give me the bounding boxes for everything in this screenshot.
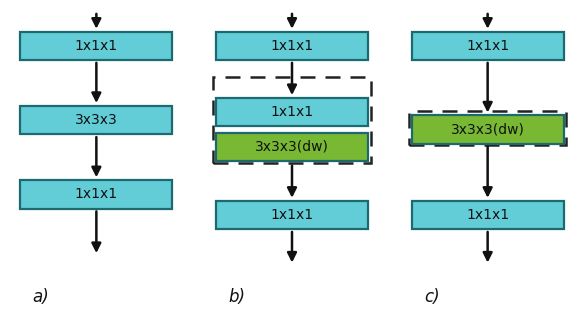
Text: c): c) [425,288,440,306]
Text: 3x3x3: 3x3x3 [75,113,118,127]
Bar [20,32,172,60]
Bar [216,201,368,229]
Text: 1x1x1: 1x1x1 [466,208,509,222]
Text: 1x1x1: 1x1x1 [270,208,314,222]
Text: 1x1x1: 1x1x1 [270,105,314,119]
Bar [213,77,371,163]
Text: 1x1x1: 1x1x1 [75,187,118,201]
Text: 1x1x1: 1x1x1 [75,39,118,53]
Text: 3x3x3(dw): 3x3x3(dw) [255,140,329,154]
Bar [409,111,566,145]
Bar [20,106,172,134]
Bar [412,115,564,144]
Bar [216,98,368,126]
Bar [216,133,368,161]
Text: b): b) [228,288,245,306]
Text: 1x1x1: 1x1x1 [466,39,509,53]
Bar [20,180,172,209]
Text: 1x1x1: 1x1x1 [270,39,314,53]
Text: a): a) [33,288,49,306]
Bar [412,201,564,229]
Text: 3x3x3(dw): 3x3x3(dw) [451,123,524,137]
Bar [412,32,564,60]
Bar [216,32,368,60]
